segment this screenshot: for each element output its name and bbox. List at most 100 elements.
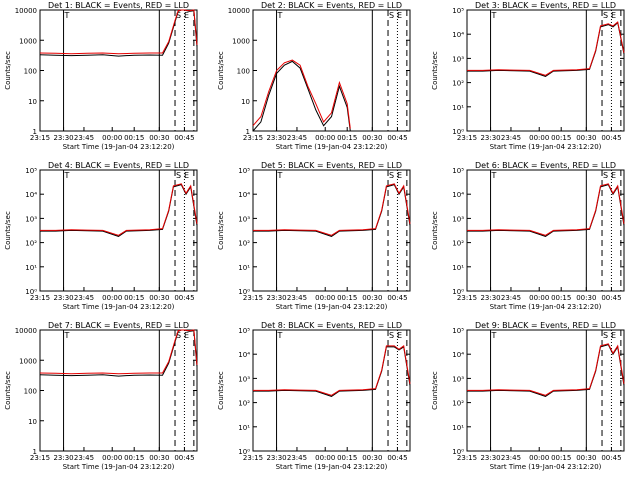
x-tick-label: 23:15 xyxy=(30,294,50,302)
y-tick-label: 10³ xyxy=(238,215,250,223)
x-tick-label: 23:30 xyxy=(266,454,286,462)
x-tick-label: 00:45 xyxy=(174,134,194,142)
marker-label-e: E xyxy=(184,331,189,340)
x-tick-label: 00:00 xyxy=(315,134,335,142)
x-axis-label: Start Time (19-Jan-04 23:12:20) xyxy=(490,463,602,471)
detector-panel-5: Det 5: BLACK = Events, RED = LLD 10⁰ 10¹ 10… xyxy=(217,161,411,311)
y-axis-label: Counts/sec xyxy=(431,51,439,90)
marker-label-t: T xyxy=(64,331,70,340)
x-tick-label: 00:30 xyxy=(149,294,169,302)
x-tick-label: 00:45 xyxy=(387,454,407,462)
y-tick-label: 10 xyxy=(28,418,37,426)
x-tick-label: 00:30 xyxy=(576,294,596,302)
y-tick-label: 100 xyxy=(237,68,250,76)
y-tick-label: 10⁴ xyxy=(25,191,37,199)
x-tick-label: 00:00 xyxy=(102,294,122,302)
x-tick-label: 00:15 xyxy=(551,294,571,302)
x-tick-label: 00:15 xyxy=(337,454,357,462)
events-series-line xyxy=(253,346,411,397)
x-tick-label: 23:15 xyxy=(457,294,477,302)
x-tick-label: 23:45 xyxy=(501,454,521,462)
x-tick-label: 00:15 xyxy=(124,454,144,462)
x-tick-label: 00:45 xyxy=(601,134,621,142)
x-tick-label: 00:45 xyxy=(387,294,407,302)
marker-label-t: T xyxy=(277,11,283,20)
x-tick-label: 23:30 xyxy=(266,294,286,302)
panel-title: Det 1: BLACK = Events, RED = LLD xyxy=(48,1,189,10)
x-tick-label: 00:45 xyxy=(387,134,407,142)
x-tick-label: 00:45 xyxy=(174,294,194,302)
y-tick-label: 10⁵ xyxy=(452,167,464,175)
x-tick-label: 23:30 xyxy=(53,294,73,302)
x-tick-label: 00:15 xyxy=(551,454,571,462)
lld-series-line xyxy=(39,9,198,55)
marker-label-s: S xyxy=(176,331,181,340)
detector-panel-1: Det 1: BLACK = Events, RED = LLD 1 10 100 10… xyxy=(4,1,198,151)
y-tick-label: 10² xyxy=(452,240,464,248)
x-tick-label: 00:30 xyxy=(362,134,382,142)
y-tick-label: 10¹ xyxy=(452,424,464,432)
x-axis-label: Start Time (19-Jan-04 23:12:20) xyxy=(276,143,388,151)
x-tick-label: 23:45 xyxy=(74,134,94,142)
panel-title: Det 9: BLACK = Events, RED = LLD xyxy=(475,321,616,330)
x-tick-label: 23:45 xyxy=(501,294,521,302)
y-tick-label: 10⁵ xyxy=(238,167,250,175)
x-tick-label: 00:15 xyxy=(337,294,357,302)
marker-label-t: T xyxy=(64,11,70,20)
marker-label-e: E xyxy=(184,11,189,20)
detector-panel-9: Det 9: BLACK = Events, RED = LLD 10⁰ 10¹ 10… xyxy=(431,321,625,471)
y-tick-label: 100 xyxy=(24,388,37,396)
x-axis-label: Start Time (19-Jan-04 23:12:20) xyxy=(63,143,175,151)
y-axis-label: Counts/sec xyxy=(217,371,225,410)
x-axis-label: Start Time (19-Jan-04 23:12:20) xyxy=(276,303,388,311)
y-tick-label: 10⁰ xyxy=(452,128,464,136)
y-tick-label: 10⁵ xyxy=(452,7,464,15)
x-tick-label: 00:00 xyxy=(315,454,335,462)
y-tick-label: 10 xyxy=(241,98,250,106)
marker-label-e: E xyxy=(611,171,616,180)
x-axis-label: Start Time (19-Jan-04 23:12:20) xyxy=(63,463,175,471)
x-tick-label: 00:00 xyxy=(529,294,549,302)
y-tick-label: 10² xyxy=(238,240,250,248)
y-axis-label: Counts/sec xyxy=(217,211,225,250)
marker-label-t: T xyxy=(277,331,283,340)
y-tick-label: 10⁰ xyxy=(238,448,250,456)
marker-label-t: T xyxy=(491,331,497,340)
x-tick-label: 00:45 xyxy=(601,294,621,302)
x-tick-label: 00:15 xyxy=(337,134,357,142)
y-tick-label: 10⁴ xyxy=(452,31,464,39)
marker-label-e: E xyxy=(611,331,616,340)
y-tick-label: 10³ xyxy=(452,375,464,383)
x-tick-label: 23:45 xyxy=(287,134,307,142)
y-tick-label: 10000 xyxy=(228,7,250,15)
marker-label-e: E xyxy=(611,11,616,20)
x-tick-label: 00:30 xyxy=(149,454,169,462)
x-tick-label: 00:30 xyxy=(576,454,596,462)
y-tick-label: 10³ xyxy=(238,375,250,383)
y-tick-label: 10 xyxy=(28,98,37,106)
y-tick-label: 100 xyxy=(24,68,37,76)
lld-series-line xyxy=(467,183,625,236)
x-tick-label: 23:15 xyxy=(457,134,477,142)
x-tick-label: 00:30 xyxy=(362,454,382,462)
y-tick-label: 10² xyxy=(25,240,37,248)
x-tick-label: 23:30 xyxy=(266,134,286,142)
detector-panel-4: Det 4: BLACK = Events, RED = LLD 10⁰ 10¹ 10… xyxy=(4,161,198,311)
x-tick-label: 23:15 xyxy=(243,294,263,302)
y-tick-label: 10¹ xyxy=(25,264,37,272)
detector-panel-2: Det 2: BLACK = Events, RED = LLD 1 10 100 10… xyxy=(217,1,411,151)
x-tick-label: 23:15 xyxy=(30,454,50,462)
lld-series-line xyxy=(467,21,625,76)
panel-title: Det 8: BLACK = Events, RED = LLD xyxy=(261,321,402,330)
marker-label-s: S xyxy=(389,331,394,340)
lld-series-line xyxy=(467,343,625,396)
marker-label-e: E xyxy=(397,171,402,180)
x-tick-label: 23:45 xyxy=(287,454,307,462)
y-tick-label: 10⁵ xyxy=(238,327,250,335)
x-axis-label: Start Time (19-Jan-04 23:12:20) xyxy=(490,303,602,311)
marker-label-s: S xyxy=(176,171,181,180)
x-tick-label: 23:45 xyxy=(74,294,94,302)
lld-series-line xyxy=(40,183,198,236)
